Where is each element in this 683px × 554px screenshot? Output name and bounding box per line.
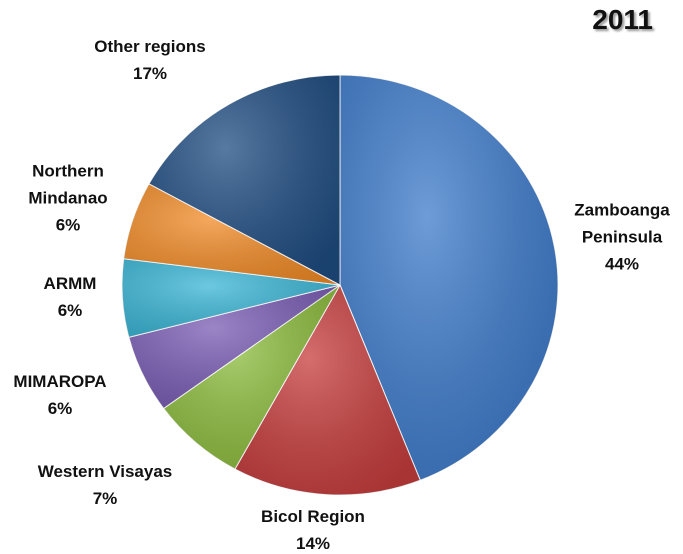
value-label: 7% — [92, 489, 118, 508]
slice-label: Western Visayas 7% — [15, 458, 195, 512]
category-label: Western Visayas — [37, 462, 173, 481]
slice-label: Bicol Region 14% — [223, 503, 403, 554]
slice-label: Other regions 17% — [60, 33, 240, 87]
slice-label: Northern Mindanao 6% — [18, 158, 118, 239]
category-label: Other regions — [94, 37, 206, 56]
value-label: 6% — [57, 301, 83, 320]
slice-label: MIMAROPA 6% — [0, 368, 150, 422]
category-label: Bicol Region — [261, 507, 365, 526]
chart-title: 2011 — [592, 4, 653, 35]
value-label: 44% — [604, 254, 640, 274]
value-label: 6% — [47, 399, 73, 418]
category-label: Northern Mindanao — [28, 161, 108, 208]
category-label: Zamboanga Peninsula — [574, 200, 670, 247]
value-label: 14% — [295, 534, 331, 553]
slice-label: Zamboanga Peninsula 44% — [572, 197, 672, 278]
category-label: MIMAROPA — [13, 372, 107, 391]
value-label: 6% — [55, 215, 81, 235]
slice-label: ARMM 6% — [0, 270, 160, 324]
value-label: 17% — [132, 64, 168, 83]
category-label: ARMM — [43, 274, 97, 293]
